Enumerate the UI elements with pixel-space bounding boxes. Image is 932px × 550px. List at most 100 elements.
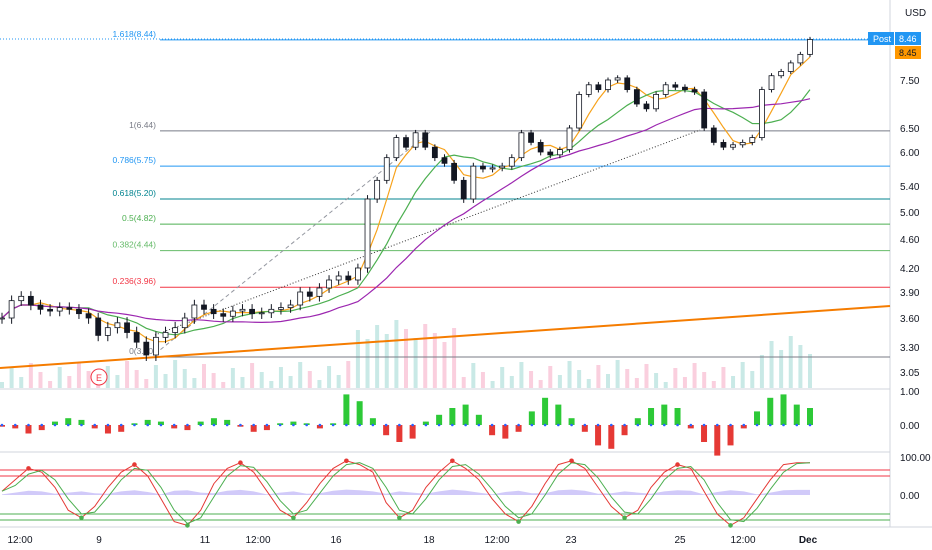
candle-body bbox=[258, 312, 265, 315]
candle-body bbox=[595, 84, 602, 91]
candle-body bbox=[0, 317, 5, 320]
x-tick-label: 12:00 bbox=[245, 535, 270, 546]
volume-bar bbox=[654, 373, 659, 388]
oscillator-cross-dot bbox=[728, 523, 733, 528]
momentum-bar bbox=[157, 421, 164, 425]
momentum-bar bbox=[502, 425, 509, 439]
momentum-bar bbox=[436, 414, 443, 425]
momentum-bar bbox=[290, 421, 297, 425]
candle-body bbox=[566, 127, 573, 151]
candle-body bbox=[489, 167, 496, 170]
x-tick-label: 11 bbox=[200, 535, 211, 546]
dotted-trendline bbox=[154, 129, 701, 336]
momentum-bar bbox=[542, 397, 549, 425]
oscillator-cross-dot bbox=[132, 462, 137, 467]
volume-bar bbox=[692, 363, 697, 388]
candle-body bbox=[422, 132, 429, 148]
momentum-zero-dot bbox=[464, 423, 467, 427]
volume-bar bbox=[317, 380, 322, 388]
volume-bar bbox=[529, 371, 534, 388]
candle-body bbox=[537, 141, 544, 153]
price-tick-label: 3.30 bbox=[900, 343, 920, 354]
volume-bar bbox=[480, 372, 485, 388]
candle-body bbox=[133, 332, 140, 343]
momentum-bar bbox=[661, 404, 668, 425]
candle-body bbox=[807, 39, 813, 55]
oscillator-tick-label: 100.00 bbox=[900, 453, 931, 464]
candle-body bbox=[460, 179, 467, 200]
oscillator-cross-dot bbox=[291, 515, 296, 521]
x-tick-label: 12:00 bbox=[7, 535, 32, 546]
volume-bar bbox=[750, 371, 755, 388]
oscillator-cross-dot bbox=[675, 462, 680, 467]
volume-bar bbox=[702, 372, 707, 388]
momentum-bar bbox=[51, 421, 58, 425]
momentum-zero-dot bbox=[199, 423, 202, 427]
candle-body bbox=[210, 308, 217, 315]
momentum-zero-dot bbox=[384, 423, 388, 427]
momentum-zero-dot bbox=[755, 423, 759, 427]
volume-bar bbox=[490, 381, 495, 388]
moving-average-line bbox=[1, 98, 811, 324]
momentum-zero-dot bbox=[119, 423, 123, 427]
momentum-zero-dot bbox=[345, 423, 348, 427]
momentum-tick-label: 1.00 bbox=[900, 387, 920, 398]
momentum-zero-dot bbox=[676, 423, 679, 427]
volume-bar bbox=[28, 363, 33, 388]
candle-body bbox=[8, 300, 15, 319]
candle-body bbox=[547, 151, 554, 156]
momentum-bar bbox=[475, 414, 482, 425]
momentum-zero-dot bbox=[398, 423, 401, 427]
momentum-zero-dot bbox=[623, 423, 626, 427]
momentum-bar bbox=[316, 425, 323, 429]
momentum-zero-dot bbox=[278, 423, 282, 427]
candle-body bbox=[787, 62, 794, 72]
last-value: 8.45 bbox=[899, 48, 917, 58]
candle-body bbox=[778, 71, 785, 77]
momentum-bar bbox=[144, 419, 151, 425]
momentum-zero-dot bbox=[570, 423, 573, 427]
volume-bar bbox=[163, 374, 168, 388]
momentum-bar bbox=[356, 401, 363, 425]
volume-bar bbox=[298, 362, 303, 388]
candle-body bbox=[643, 103, 650, 110]
candle-body bbox=[528, 132, 534, 143]
volume-bar bbox=[76, 362, 81, 388]
momentum-zero-dot bbox=[649, 423, 653, 427]
momentum-bar bbox=[449, 408, 456, 425]
candle-body bbox=[306, 291, 313, 297]
momentum-bar bbox=[807, 408, 813, 425]
candle-body bbox=[691, 89, 698, 93]
volume-bar bbox=[57, 367, 62, 388]
volume-bar bbox=[663, 382, 668, 388]
volume-bar bbox=[538, 380, 543, 388]
momentum-zero-dot bbox=[225, 423, 229, 427]
candle-body bbox=[27, 295, 34, 306]
volume-bar bbox=[404, 329, 408, 388]
momentum-zero-dot bbox=[490, 423, 494, 427]
candle-body bbox=[508, 157, 515, 167]
candle-body bbox=[278, 307, 284, 310]
candle-body bbox=[393, 137, 400, 159]
post-label-box bbox=[868, 32, 894, 45]
candle-body bbox=[335, 275, 342, 281]
candle-body bbox=[56, 307, 63, 312]
candle-body bbox=[85, 313, 92, 319]
volume-bar bbox=[788, 336, 793, 388]
momentum-bar bbox=[343, 394, 350, 425]
momentum-zero-dot bbox=[331, 423, 335, 427]
x-tick-label: 16 bbox=[330, 535, 342, 546]
volume-bar bbox=[423, 324, 428, 388]
candle-body bbox=[326, 279, 332, 289]
momentum-bar bbox=[648, 408, 655, 425]
momentum-zero-dot bbox=[80, 423, 83, 427]
volume-bar bbox=[567, 361, 572, 388]
candle-body bbox=[316, 287, 323, 297]
momentum-bar bbox=[409, 425, 416, 439]
candle-body bbox=[797, 53, 804, 64]
volume-bar bbox=[586, 379, 591, 388]
volume-bar bbox=[721, 367, 726, 388]
fib-level-label: 0.786(5.75) bbox=[113, 155, 157, 165]
oscillator-cross-dot bbox=[26, 466, 31, 471]
volume-bar bbox=[288, 376, 293, 388]
